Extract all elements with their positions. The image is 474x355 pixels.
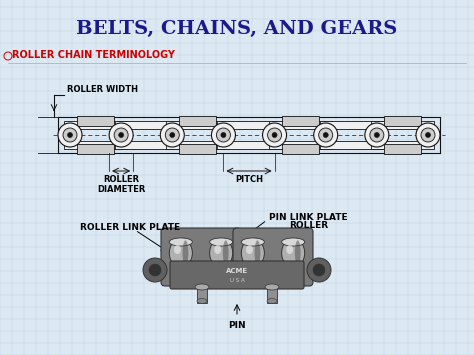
Circle shape — [118, 132, 124, 137]
Text: PIN: PIN — [228, 321, 246, 330]
Circle shape — [370, 128, 384, 142]
Circle shape — [426, 132, 430, 137]
Circle shape — [307, 258, 331, 282]
Bar — [282, 116, 319, 126]
Bar — [384, 144, 421, 154]
Text: PITCH: PITCH — [235, 175, 263, 184]
Bar — [179, 144, 217, 154]
Circle shape — [114, 128, 128, 142]
Ellipse shape — [267, 299, 277, 304]
Circle shape — [160, 123, 184, 147]
Circle shape — [319, 128, 333, 142]
Circle shape — [58, 123, 82, 147]
Bar — [218, 141, 281, 149]
Ellipse shape — [282, 238, 305, 246]
Ellipse shape — [265, 284, 279, 290]
Bar — [267, 285, 277, 303]
Ellipse shape — [255, 240, 260, 266]
Circle shape — [421, 128, 435, 142]
Circle shape — [143, 258, 167, 282]
Ellipse shape — [241, 238, 264, 246]
Ellipse shape — [214, 245, 221, 254]
Text: U S A: U S A — [229, 278, 245, 283]
Bar — [371, 121, 434, 129]
Ellipse shape — [286, 245, 293, 254]
Ellipse shape — [246, 245, 253, 254]
Bar — [282, 144, 319, 154]
Bar — [77, 116, 114, 126]
Ellipse shape — [197, 299, 207, 304]
Circle shape — [63, 128, 77, 142]
Bar — [179, 116, 217, 126]
Circle shape — [67, 132, 73, 137]
Circle shape — [263, 123, 287, 147]
Text: PIN LINK PLATE: PIN LINK PLATE — [269, 213, 347, 223]
Bar — [269, 121, 332, 129]
Ellipse shape — [241, 239, 264, 267]
Bar — [64, 141, 127, 149]
Bar — [320, 141, 383, 149]
Bar — [166, 141, 229, 149]
Circle shape — [217, 128, 230, 142]
Circle shape — [109, 123, 133, 147]
Ellipse shape — [295, 240, 301, 266]
Circle shape — [272, 132, 277, 137]
FancyBboxPatch shape — [233, 228, 313, 286]
Bar — [197, 285, 207, 303]
Circle shape — [314, 123, 337, 147]
Bar — [64, 121, 127, 129]
Text: ROLLER WIDTH: ROLLER WIDTH — [67, 85, 138, 94]
Bar — [115, 121, 178, 129]
Text: ROLLER: ROLLER — [289, 220, 328, 229]
FancyBboxPatch shape — [170, 261, 304, 289]
FancyBboxPatch shape — [161, 228, 241, 286]
Circle shape — [313, 264, 325, 276]
Bar — [384, 116, 421, 126]
Ellipse shape — [223, 240, 228, 266]
Ellipse shape — [210, 238, 233, 246]
Ellipse shape — [210, 239, 233, 267]
Ellipse shape — [282, 239, 305, 267]
Ellipse shape — [174, 245, 181, 254]
Circle shape — [267, 128, 282, 142]
Circle shape — [374, 132, 379, 137]
Text: ROLLER CHAIN TERMINOLOGY: ROLLER CHAIN TERMINOLOGY — [12, 50, 175, 60]
Circle shape — [211, 123, 236, 147]
Bar — [166, 121, 229, 129]
Bar — [269, 141, 332, 149]
Bar — [371, 141, 434, 149]
Bar — [320, 121, 383, 129]
Text: BELTS, CHAINS, AND GEARS: BELTS, CHAINS, AND GEARS — [76, 20, 398, 38]
Bar — [218, 121, 281, 129]
Circle shape — [165, 128, 179, 142]
Bar — [115, 141, 178, 149]
Circle shape — [149, 264, 161, 276]
Circle shape — [221, 132, 226, 137]
Circle shape — [323, 132, 328, 137]
Ellipse shape — [169, 238, 192, 246]
Circle shape — [170, 132, 175, 137]
Text: ROLLER LINK PLATE: ROLLER LINK PLATE — [80, 224, 180, 233]
Ellipse shape — [182, 240, 188, 266]
Ellipse shape — [169, 239, 192, 267]
Circle shape — [365, 123, 389, 147]
Bar — [77, 144, 114, 154]
Text: ACME: ACME — [226, 268, 248, 274]
Text: ROLLER
DIAMETER: ROLLER DIAMETER — [97, 175, 146, 195]
Ellipse shape — [195, 284, 209, 290]
Circle shape — [416, 123, 440, 147]
